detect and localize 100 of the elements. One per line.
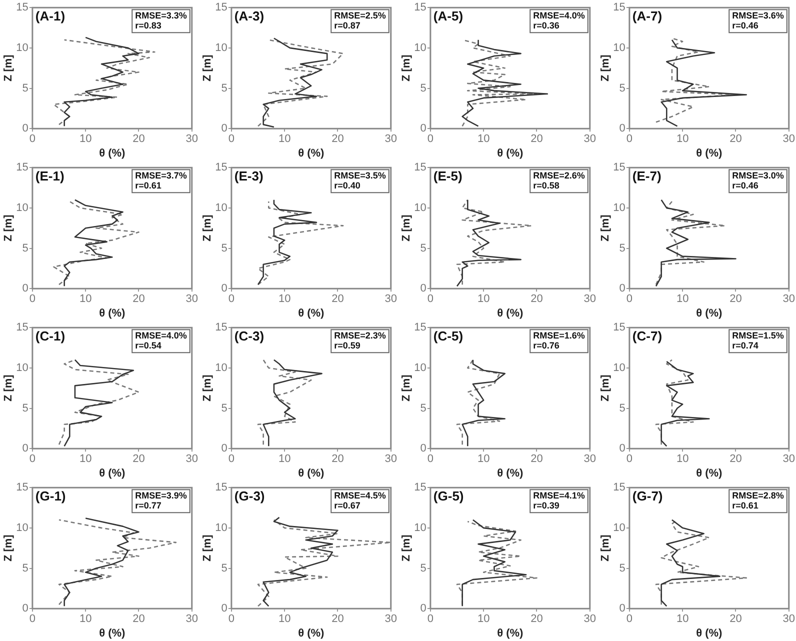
chart-title: (E-5) xyxy=(433,168,462,184)
y-axis-title: Z [m] xyxy=(2,54,15,82)
chart-title: (G-3) xyxy=(234,488,265,504)
y-tick-label: 0 xyxy=(221,282,228,295)
x-tick-label: 20 xyxy=(332,613,344,626)
annotation: r=0.77 xyxy=(135,500,162,511)
x-tick-label: 30 xyxy=(782,133,796,146)
y-tick-label: 15 xyxy=(414,162,426,174)
y-tick-label: 0 xyxy=(619,282,626,295)
x-axis-title: θ (%) xyxy=(696,307,723,320)
x-tick-label: 30 xyxy=(186,293,198,306)
chart-title: (G-5) xyxy=(433,488,464,504)
y-tick-label: 0 xyxy=(22,122,28,135)
y-tick-label: 10 xyxy=(613,42,626,54)
x-axis-title: θ (%) xyxy=(298,147,325,160)
annotation: RMSE=2.6% xyxy=(533,170,585,181)
y-axis-title: Z [m] xyxy=(600,54,612,82)
x-tick-label: 20 xyxy=(530,293,543,306)
x-axis-title: θ (%) xyxy=(497,627,524,640)
chart-title: (C-1) xyxy=(35,328,66,344)
y-tick-label: 15 xyxy=(414,482,426,494)
y-axis-title: Z [m] xyxy=(202,54,214,82)
y-tick-label: 0 xyxy=(420,282,426,295)
y-axis-title: Z [m] xyxy=(400,534,413,562)
y-tick-label: 10 xyxy=(613,362,626,374)
x-tick-label: 10 xyxy=(79,453,92,466)
y-tick-label: 10 xyxy=(613,522,626,534)
annotation: RMSE=1.5% xyxy=(732,330,784,341)
x-tick-label: 20 xyxy=(530,613,543,626)
chart-title: (E-3) xyxy=(234,168,264,184)
y-tick-label: 5 xyxy=(22,562,28,574)
annotation: r=0.61 xyxy=(732,500,758,511)
x-tick-label: 30 xyxy=(186,613,198,626)
x-tick-label: 20 xyxy=(530,453,543,466)
y-tick-label: 15 xyxy=(613,322,626,334)
x-tick-label: 20 xyxy=(730,613,742,626)
annotation: RMSE=3.7% xyxy=(135,170,187,181)
y-tick-label: 10 xyxy=(16,42,28,54)
line-series xyxy=(456,359,500,446)
x-tick-label: 30 xyxy=(384,613,398,626)
x-tick-label: 30 xyxy=(384,133,398,146)
y-tick-label: 5 xyxy=(420,402,426,414)
annotation: RMSE=3.5% xyxy=(334,170,386,181)
y-tick-label: 10 xyxy=(414,202,426,214)
line-series xyxy=(456,199,532,286)
x-tick-label: 20 xyxy=(332,453,344,466)
x-tick-label: 10 xyxy=(477,133,490,146)
annotation: RMSE=4.1% xyxy=(533,490,585,501)
x-axis-title: θ (%) xyxy=(298,627,325,640)
y-tick-label: 10 xyxy=(613,202,626,214)
annotation: RMSE=4.0% xyxy=(533,10,585,21)
x-tick-label: 10 xyxy=(477,613,490,626)
x-axis-title: θ (%) xyxy=(696,627,723,640)
annotation: r=0.39 xyxy=(533,500,560,511)
chart-title: (E-1) xyxy=(35,168,64,184)
x-axis-title: θ (%) xyxy=(99,147,126,160)
line-series xyxy=(257,519,391,607)
y-axis-title: Z [m] xyxy=(2,214,15,242)
x-tick-label: 10 xyxy=(278,293,291,306)
x-axis-title: θ (%) xyxy=(298,307,325,320)
y-tick-label: 5 xyxy=(221,402,228,414)
chart-title: (C-3) xyxy=(234,328,264,344)
y-tick-label: 5 xyxy=(22,402,28,414)
annotation: RMSE=2.3% xyxy=(334,330,386,341)
chart-title: (G-7) xyxy=(632,488,663,504)
line-series xyxy=(257,200,344,286)
annotation: RMSE=4.0% xyxy=(135,330,187,341)
line-series xyxy=(655,519,748,606)
y-tick-label: 0 xyxy=(221,602,228,615)
y-tick-label: 10 xyxy=(414,522,426,534)
y-tick-label: 5 xyxy=(420,242,426,254)
y-tick-label: 0 xyxy=(221,122,228,135)
x-tick-label: 10 xyxy=(676,293,689,306)
chart-title: (G-1) xyxy=(35,488,66,504)
chart-title: (A-5) xyxy=(433,8,464,24)
x-axis-title: θ (%) xyxy=(696,147,723,160)
annotation: r=0.59 xyxy=(334,340,360,351)
x-tick-label: 20 xyxy=(332,133,344,146)
y-tick-label: 5 xyxy=(221,82,228,94)
chart-title: (E-7) xyxy=(632,168,662,184)
y-axis-title: Z [m] xyxy=(600,374,612,402)
x-axis-title: θ (%) xyxy=(696,467,723,480)
y-tick-label: 10 xyxy=(215,362,228,374)
y-tick-label: 0 xyxy=(619,122,626,135)
y-tick-label: 15 xyxy=(215,322,228,334)
y-tick-label: 10 xyxy=(414,42,426,54)
annotation: r=0.46 xyxy=(732,20,758,31)
x-tick-label: 30 xyxy=(584,613,596,626)
y-tick-label: 5 xyxy=(619,402,626,414)
x-tick-label: 10 xyxy=(676,453,689,466)
y-tick-label: 5 xyxy=(221,242,228,254)
y-axis-title: Z [m] xyxy=(600,534,612,562)
x-tick-label: 20 xyxy=(132,453,145,466)
chart-title: (C-5) xyxy=(433,328,464,344)
x-tick-label: 10 xyxy=(278,613,291,626)
line-series xyxy=(58,519,177,606)
annotation: r=0.58 xyxy=(533,180,560,191)
y-tick-label: 15 xyxy=(16,162,28,174)
line-series xyxy=(655,200,726,286)
y-tick-label: 15 xyxy=(215,162,228,174)
